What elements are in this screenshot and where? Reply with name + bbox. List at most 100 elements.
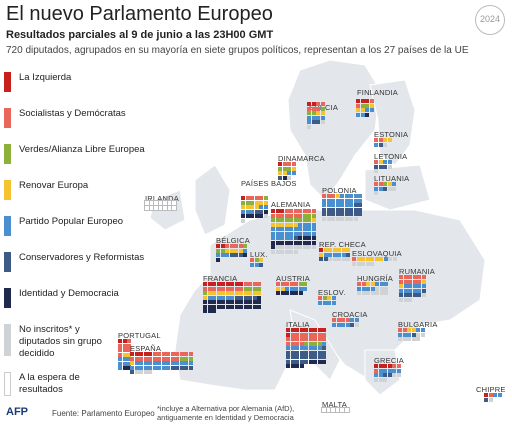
seat-cell bbox=[331, 212, 335, 216]
country-label-hungr-a: HUNGRÍA bbox=[357, 274, 393, 283]
seat-row bbox=[356, 103, 374, 109]
seat-cell bbox=[365, 99, 369, 103]
seat-cell bbox=[332, 257, 337, 261]
page-description: 720 diputados, agrupados en su mayoría e… bbox=[6, 45, 469, 56]
seat-cell bbox=[184, 361, 188, 365]
seat-cell bbox=[412, 284, 417, 288]
seat-cell bbox=[245, 196, 250, 200]
seat-grid-suecia bbox=[307, 102, 325, 129]
seat-cell bbox=[238, 244, 243, 248]
seat-cell bbox=[488, 397, 493, 402]
seat-cell bbox=[184, 365, 188, 370]
seat-cell bbox=[263, 196, 268, 200]
seat-cell bbox=[374, 182, 378, 186]
seat-row bbox=[357, 286, 389, 292]
seat-cell bbox=[184, 356, 188, 361]
seat-cell bbox=[216, 291, 221, 295]
seat-cell bbox=[243, 248, 247, 253]
seat-cell bbox=[216, 244, 220, 248]
country-label-lituania: LITUANIA bbox=[374, 174, 410, 183]
seat-row bbox=[374, 368, 401, 374]
seat-cell bbox=[152, 365, 157, 370]
seat-cell bbox=[284, 213, 289, 218]
seat-row bbox=[130, 365, 193, 371]
seat-cell bbox=[175, 361, 179, 365]
seat-cell bbox=[353, 203, 358, 207]
seat-row bbox=[322, 207, 363, 213]
seat-cell bbox=[243, 286, 248, 291]
seat-cell bbox=[357, 291, 361, 295]
seat-cell bbox=[291, 171, 296, 175]
seat-cell bbox=[207, 286, 212, 291]
seat-cell bbox=[375, 282, 379, 286]
seat-cell bbox=[212, 309, 216, 313]
seat-cell bbox=[299, 332, 304, 337]
legend-swatch bbox=[4, 252, 11, 272]
seat-row bbox=[286, 328, 327, 333]
seat-cell bbox=[188, 352, 193, 356]
seat-row bbox=[484, 397, 502, 403]
seat-cell bbox=[341, 252, 346, 257]
seat-cell bbox=[360, 103, 365, 108]
seat-cell bbox=[248, 291, 252, 295]
seat-cell bbox=[243, 282, 248, 286]
seat-cell bbox=[152, 361, 157, 365]
seat-cell bbox=[295, 350, 299, 355]
seat-cell bbox=[225, 304, 230, 309]
seat-cell bbox=[230, 282, 234, 286]
seat-row bbox=[286, 332, 327, 338]
seat-cell bbox=[349, 216, 353, 221]
seat-cell bbox=[313, 341, 317, 346]
seat-cell bbox=[344, 198, 349, 203]
seat-cell bbox=[358, 198, 362, 203]
seat-cell bbox=[352, 257, 356, 261]
country-label-rumania: RUMANIA bbox=[399, 267, 435, 276]
seat-cell bbox=[216, 257, 220, 262]
seat-cell bbox=[216, 300, 221, 304]
seat-cell bbox=[361, 286, 366, 291]
seat-cell bbox=[370, 261, 374, 266]
seat-cell bbox=[407, 332, 411, 337]
seat-cell bbox=[403, 284, 408, 288]
country-label-pa-ses-bajos: PAÍSES BAJOS bbox=[241, 179, 297, 188]
seat-cell bbox=[139, 356, 143, 361]
seat-cell bbox=[221, 291, 225, 295]
seat-cell bbox=[179, 352, 184, 356]
seat-row bbox=[322, 194, 363, 199]
seat-row bbox=[118, 348, 132, 353]
seat-cell bbox=[326, 198, 331, 203]
seat-cell bbox=[239, 295, 243, 300]
seat-cell bbox=[387, 138, 392, 142]
seat-cell bbox=[420, 332, 425, 337]
legend-label: Identidad y Democracia bbox=[19, 288, 119, 299]
legend-swatch bbox=[4, 180, 11, 200]
seat-cell bbox=[311, 209, 316, 213]
seat-cell bbox=[259, 200, 263, 205]
seat-row bbox=[307, 111, 325, 116]
seat-cell bbox=[139, 361, 143, 365]
seat-cell bbox=[203, 304, 207, 309]
seat-row bbox=[286, 337, 327, 342]
seat-cell bbox=[374, 257, 379, 261]
seat-cell bbox=[234, 248, 238, 253]
seat-cell bbox=[403, 279, 408, 284]
seat-cell bbox=[239, 304, 243, 309]
seat-cell bbox=[383, 186, 387, 191]
seat-grid-lux- bbox=[250, 258, 264, 267]
seat-cell bbox=[307, 231, 311, 236]
seat-cell bbox=[278, 162, 282, 166]
seat-row bbox=[276, 286, 308, 292]
seat-cell bbox=[171, 200, 177, 206]
seat-cell bbox=[408, 275, 412, 279]
seat-row bbox=[352, 257, 397, 262]
country-label-grecia: GRECIA bbox=[374, 356, 404, 365]
seat-cell bbox=[254, 196, 259, 200]
seat-cell bbox=[322, 207, 326, 212]
seat-row bbox=[322, 203, 363, 208]
seat-cell bbox=[122, 352, 127, 357]
seat-cell bbox=[284, 218, 289, 222]
seat-cell bbox=[327, 300, 331, 305]
seat-cell bbox=[311, 222, 316, 227]
seat-cell bbox=[284, 249, 289, 254]
seat-row bbox=[203, 291, 262, 296]
